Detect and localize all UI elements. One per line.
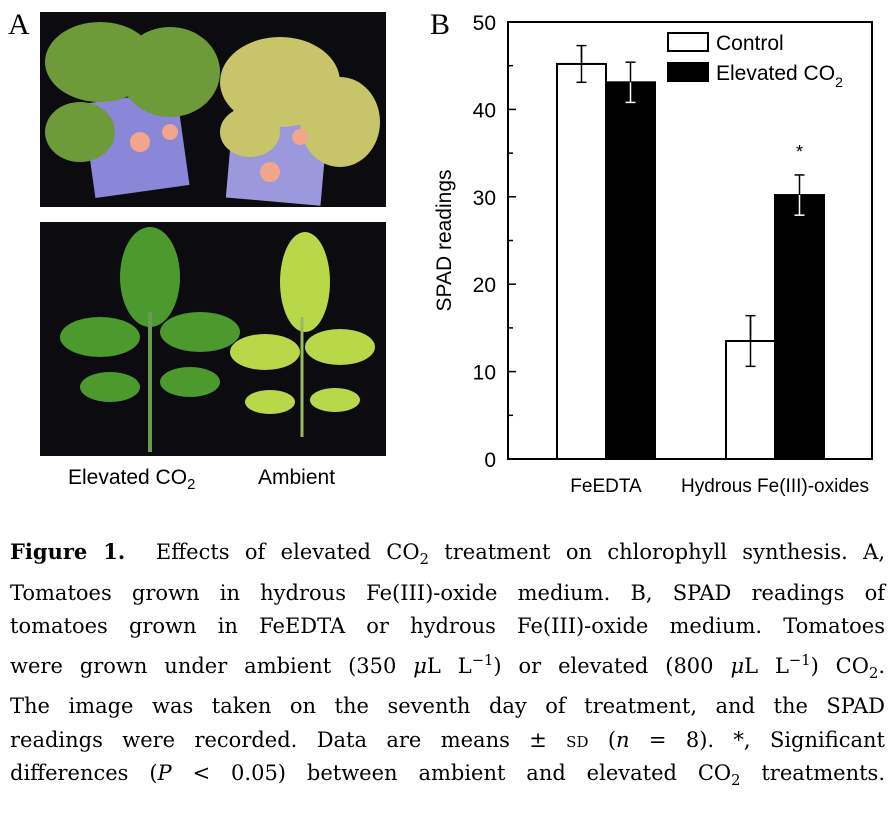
y-tick-label: 40 <box>473 99 496 122</box>
legend-swatch <box>667 62 709 82</box>
caption-line: The image was taken on the seventh day o… <box>10 694 885 719</box>
figure-caption: Figure 1. Effects of elevated CO2 treatm… <box>10 535 885 798</box>
legend-label: Control <box>716 32 784 55</box>
caption-line: Figure 1. Effects of elevated CO2 treatm… <box>10 539 886 569</box>
bar-chart: 0 10 20 30 40 50 SPAD readings FeEDTA Hydrous Fe… <box>433 12 873 497</box>
photo-tomato-leaves <box>40 222 386 456</box>
y-tick-label: 20 <box>473 274 496 297</box>
plot-frame <box>507 21 873 460</box>
caption-line: were grown under ambient (350 μL L−1) or… <box>10 651 886 682</box>
label-elevated-co2: Elevated CO2 <box>68 466 196 494</box>
caption-line: tomatoes grown in FeEDTA or hydrous Fe(I… <box>10 614 885 639</box>
caption-line: Tomatoes grown in hydrous Fe(III)-oxide … <box>10 580 885 605</box>
y-axis-label: SPAD readings <box>433 169 456 311</box>
significance-marker: * <box>796 142 803 162</box>
bar <box>774 194 825 460</box>
caption-line: readings were recorded. Data are means ±… <box>10 727 885 752</box>
y-tick-label: 30 <box>473 187 496 210</box>
y-tick-label: 0 <box>484 449 496 472</box>
bar <box>556 62 607 461</box>
label-ambient: Ambient <box>258 466 336 489</box>
legend-swatch <box>667 32 709 52</box>
bar <box>605 81 656 460</box>
x-tick-label: FeEDTA <box>570 476 642 497</box>
legend-label: Elevated CO2 <box>716 62 843 90</box>
y-tick-label: 50 <box>473 12 496 35</box>
photo-tomato-plants <box>40 12 386 207</box>
panel-b-letter: B <box>430 8 451 41</box>
caption-line: differences (P < 0.05) between ambient a… <box>10 761 885 790</box>
panel-a-letter: A <box>8 8 30 41</box>
x-tick-label: Hydrous Fe(III)-oxides <box>681 476 869 497</box>
y-tick-label: 10 <box>473 362 496 385</box>
